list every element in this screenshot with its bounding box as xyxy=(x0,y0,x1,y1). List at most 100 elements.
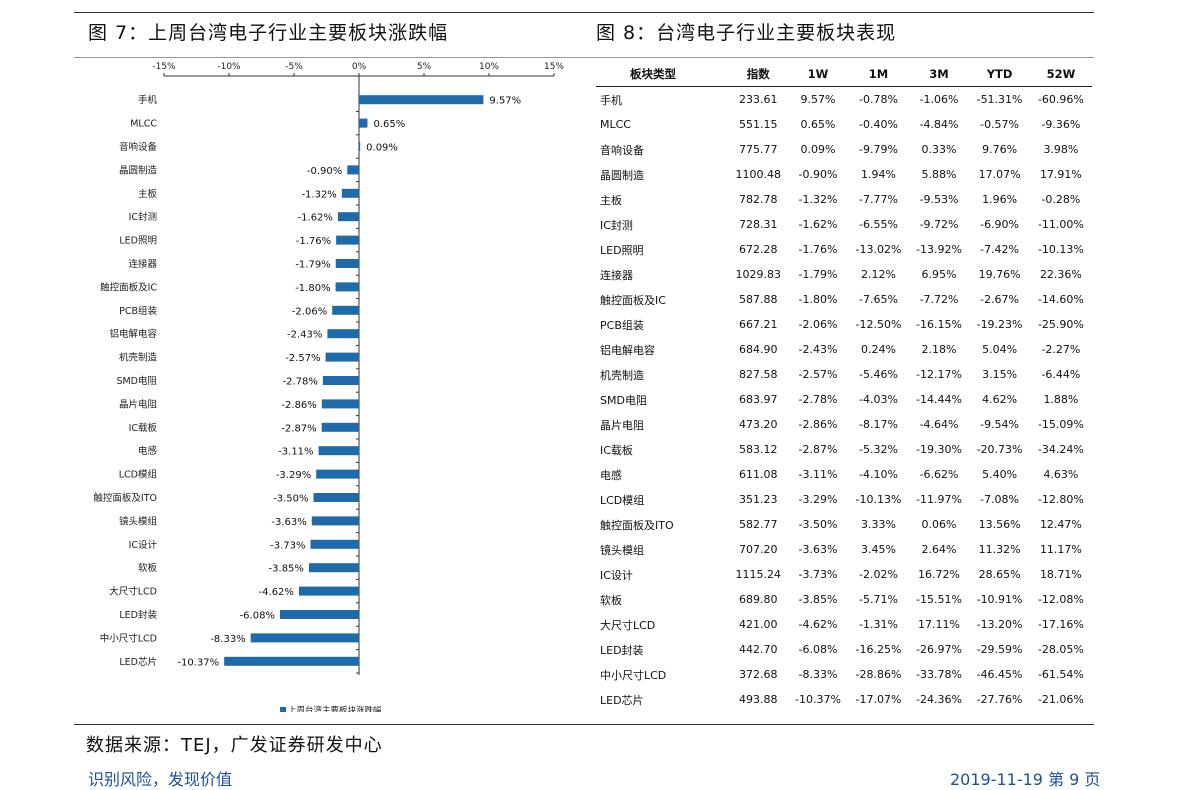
category-label: 中小尺寸LCD xyxy=(100,632,157,644)
table-cell: -7.42% xyxy=(980,243,1020,256)
x-tick-label: -10% xyxy=(217,62,241,72)
legend-swatch xyxy=(280,707,286,712)
table-row: IC载板 583.12 -2.87% -5.32% -19.30% -20.73% -34.… xyxy=(596,437,1092,462)
data-label: 0.09% xyxy=(366,143,398,154)
sector-name-cell: 晶圆制造 xyxy=(600,168,644,182)
table-body: 手机 233.61 9.57% -0.78% -1.06% -51.31% -60.96% M… xyxy=(596,87,1092,713)
table-cell: -14.44% xyxy=(916,393,962,406)
category-label: 音响设备 xyxy=(119,141,158,153)
table-cell: 12.47% xyxy=(1039,518,1082,531)
table-cell: 707.20 xyxy=(739,543,778,556)
table-row: LED照明 672.28 -1.76% -13.02% -13.92% -7.42% -10… xyxy=(596,237,1092,262)
table-cell: 0.09% xyxy=(800,143,836,156)
table-cell: -0.28% xyxy=(1041,193,1081,206)
table-cell: -8.33% xyxy=(798,668,838,681)
table-cell: -7.72% xyxy=(919,293,959,306)
category-label: 主板 xyxy=(138,188,158,200)
table-cell: 19.76% xyxy=(978,268,1021,281)
table-row: 大尺寸LCD 421.00 -4.62% -1.31% 17.11% -13.20% -17… xyxy=(596,612,1092,637)
table-cell: 1.94% xyxy=(861,168,896,181)
category-label: LED照明 xyxy=(119,236,157,247)
table-cell: -1.31% xyxy=(859,618,898,631)
table-cell: 611.08 xyxy=(739,468,778,481)
table-cell: -25.90% xyxy=(1037,318,1084,331)
sector-name-cell: 连接器 xyxy=(600,268,633,282)
table-cell: -2.27% xyxy=(1041,343,1081,356)
category-label: SMD电阻 xyxy=(116,375,157,387)
table-cell: 17.11% xyxy=(918,618,960,631)
sector-name-cell: LED照明 xyxy=(600,243,644,257)
table-cell: 4.62% xyxy=(982,393,1018,406)
category-label: LED芯片 xyxy=(119,656,157,668)
table-cell: -5.46% xyxy=(859,368,898,381)
bar xyxy=(325,352,359,362)
data-label: -3.29% xyxy=(276,470,311,481)
sector-name-cell: IC载板 xyxy=(600,443,633,457)
bar xyxy=(341,188,359,198)
bar xyxy=(359,95,484,105)
table-row: 软板 689.80 -3.85% -5.71% -15.51% -10.91% -12.08… xyxy=(596,587,1092,612)
data-label: -3.73% xyxy=(270,540,305,551)
table-cell: -14.60% xyxy=(1037,293,1084,306)
table-row: SMD电阻 683.97 -2.78% -4.03% -14.44% 4.62% 1.88% xyxy=(596,387,1092,412)
bar xyxy=(313,493,359,502)
table-row: 电感 611.08 -3.11% -4.10% -6.62% 5.40% 4.63% xyxy=(596,462,1092,487)
table-cell: -2.57% xyxy=(798,368,838,381)
table-row: 晶圆制造 1100.48 -0.90% 1.94% 5.88% 17.07% 17.91% xyxy=(596,162,1092,187)
sector-name-cell: 大尺寸LCD xyxy=(600,618,656,632)
bar xyxy=(337,212,359,222)
data-label: -1.62% xyxy=(298,213,333,224)
table-row: 手机 233.61 9.57% -0.78% -1.06% -51.31% -60.96% xyxy=(596,87,1092,113)
table-row: 镜头模组 707.20 -3.63% 3.45% 2.64% 11.32% 11.17% xyxy=(596,537,1092,562)
table-cell: -6.62% xyxy=(919,468,959,481)
table-cell: -15.09% xyxy=(1037,418,1084,431)
table-cell: 672.28 xyxy=(739,243,778,256)
table-cell: 684.90 xyxy=(739,343,778,356)
table-cell: 4.63% xyxy=(1043,468,1079,481)
data-label: -10.37% xyxy=(177,657,219,668)
table-cell: -21.06% xyxy=(1037,693,1084,706)
bar xyxy=(336,235,359,245)
data-label: 9.57% xyxy=(489,96,521,107)
data-label: -2.57% xyxy=(285,353,320,364)
sector-name-cell: 主板 xyxy=(600,193,622,207)
sector-performance-table: 板块类型 指数 1W 1M 3M YTD 52W 手机 233.61 9.57% -0.78% -1… xyxy=(596,62,1092,712)
table-cell: -27.76% xyxy=(976,693,1023,706)
footer-slogan: 识别风险，发现价值 xyxy=(88,770,233,789)
sector-name-cell: IC封测 xyxy=(600,218,633,232)
table-cell: 2.64% xyxy=(921,543,957,556)
table-cell: -1.79% xyxy=(798,268,838,281)
table-cell: -4.62% xyxy=(798,618,838,631)
category-label: 晶片电阻 xyxy=(119,398,158,410)
table-cell: -16.25% xyxy=(855,643,902,656)
table-cell: -16.15% xyxy=(916,318,962,331)
x-tick-label: 15% xyxy=(544,62,564,72)
table-cell: 551.15 xyxy=(739,118,778,131)
table-cell: 1115.24 xyxy=(735,568,782,581)
table-cell: -51.31% xyxy=(976,93,1023,106)
category-label: 连接器 xyxy=(128,258,157,270)
data-label: -8.33% xyxy=(210,634,245,645)
table-cell: 372.68 xyxy=(739,668,778,681)
table-cell: 9.76% xyxy=(982,143,1018,156)
bar xyxy=(250,633,359,643)
data-label: -2.87% xyxy=(281,423,316,434)
table-cell: -9.72% xyxy=(919,218,959,231)
data-label: -3.63% xyxy=(271,517,306,528)
category-label: 大尺寸LCD xyxy=(109,586,157,598)
table-cell: -3.11% xyxy=(798,468,838,481)
sector-change-bar-chart: -15% -10% -5% 0% 5% 10% 15% 手机 9.57% MLCC 0.65% 音响设… xyxy=(93,62,564,712)
table-cell: -61.54% xyxy=(1037,668,1084,681)
table-header-cell: 52W xyxy=(1029,62,1092,87)
table-cell: -33.78% xyxy=(916,668,962,681)
table-cell: -12.80% xyxy=(1037,493,1084,506)
category-label: IC载板 xyxy=(129,422,158,434)
bar xyxy=(298,586,359,596)
table-cell: 667.21 xyxy=(739,318,778,331)
category-label: 软板 xyxy=(138,562,158,574)
table-row: 主板 782.78 -1.32% -7.77% -9.53% 1.96% -0.28% xyxy=(596,187,1092,212)
bar xyxy=(335,282,359,292)
table-cell: 1.88% xyxy=(1043,393,1079,406)
table-row: IC封测 728.31 -1.62% -6.55% -9.72% -6.90% -11.00… xyxy=(596,212,1092,237)
table-row: IC设计 1115.24 -3.73% -2.02% 16.72% 28.65% 18.71… xyxy=(596,562,1092,587)
